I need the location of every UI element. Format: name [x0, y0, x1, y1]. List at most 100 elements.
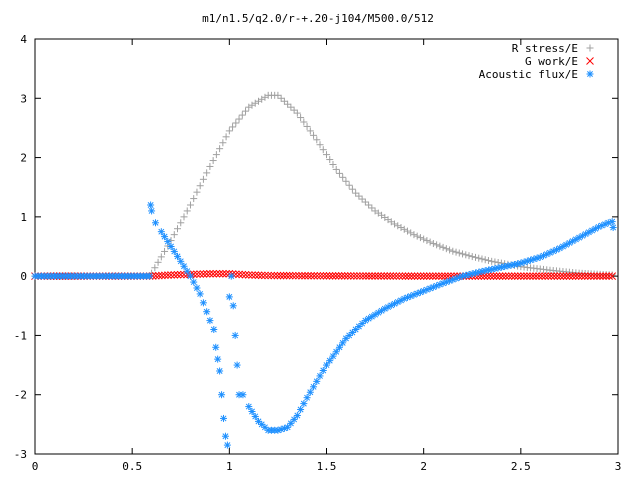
x-tick-label: 1 — [226, 460, 233, 473]
point — [440, 280, 447, 287]
point — [151, 271, 160, 280]
point — [343, 272, 352, 280]
point — [152, 219, 159, 226]
point — [328, 272, 337, 280]
point — [329, 353, 336, 360]
point — [202, 270, 211, 278]
point — [516, 272, 525, 280]
point — [287, 420, 294, 427]
point — [590, 272, 598, 280]
point — [228, 273, 235, 280]
point — [333, 348, 340, 355]
point — [389, 272, 398, 280]
point — [574, 272, 583, 280]
point — [148, 207, 155, 214]
point — [209, 269, 217, 278]
point — [425, 272, 434, 280]
legend-label: Acoustic flux/E — [479, 68, 578, 81]
point — [284, 424, 291, 431]
point — [222, 433, 229, 440]
point — [161, 233, 168, 240]
y-tick-label: -3 — [14, 448, 27, 461]
point — [254, 271, 263, 280]
point — [580, 272, 589, 280]
point — [291, 416, 298, 423]
point — [170, 271, 179, 279]
y-tick-label: -2 — [14, 389, 27, 402]
point — [571, 272, 580, 280]
point — [307, 389, 314, 396]
point — [288, 271, 297, 280]
point — [356, 272, 364, 280]
point — [534, 255, 541, 262]
point — [529, 272, 537, 280]
point — [568, 272, 577, 280]
point — [252, 413, 259, 420]
point — [410, 272, 419, 280]
x-tick-label: 2.5 — [511, 460, 531, 473]
point — [331, 272, 340, 280]
point — [365, 272, 373, 280]
series-marks — [31, 91, 617, 449]
point — [313, 378, 320, 385]
point — [317, 372, 324, 379]
point — [513, 272, 522, 280]
series-0 — [31, 91, 616, 280]
plot-frame — [34, 38, 619, 455]
point — [215, 269, 224, 278]
point — [206, 269, 214, 278]
point — [547, 272, 556, 280]
point — [187, 273, 194, 280]
point — [230, 302, 237, 309]
point — [349, 272, 358, 280]
point — [261, 424, 268, 431]
point — [587, 71, 593, 77]
legend-marker — [586, 57, 594, 65]
point — [181, 263, 187, 270]
point — [492, 272, 501, 280]
point — [226, 293, 233, 300]
point — [325, 272, 334, 280]
point — [167, 271, 175, 279]
point — [245, 403, 252, 410]
y-tick-label: 4 — [20, 33, 27, 46]
point — [171, 248, 178, 255]
point — [520, 272, 528, 280]
point — [526, 272, 534, 280]
point — [238, 270, 247, 279]
point — [510, 272, 519, 280]
point — [340, 272, 349, 280]
point — [310, 383, 317, 390]
point — [444, 272, 452, 280]
point — [300, 400, 307, 407]
point — [193, 285, 200, 291]
point — [295, 271, 303, 280]
point — [212, 344, 219, 351]
point — [456, 274, 463, 281]
point — [177, 258, 184, 265]
point — [261, 271, 269, 280]
point — [234, 362, 241, 369]
point — [605, 219, 612, 226]
point — [336, 344, 343, 351]
point — [161, 271, 169, 280]
legend-label: G work/E — [525, 55, 578, 68]
legend-label: R stress/E — [512, 42, 578, 55]
point — [222, 269, 230, 278]
legend-marker — [586, 70, 594, 78]
chart-title: m1/n1.5/q2.0/r-+.20-j104/M500.0/512 — [202, 12, 434, 25]
point — [431, 272, 440, 280]
y-tick-label: 1 — [20, 211, 27, 224]
point — [248, 271, 256, 279]
point — [398, 272, 407, 280]
point — [386, 272, 395, 280]
point — [449, 276, 456, 283]
point — [404, 272, 413, 280]
point — [419, 272, 428, 280]
point — [190, 279, 197, 286]
point — [278, 426, 285, 433]
series-2 — [31, 201, 617, 449]
point — [550, 272, 559, 280]
point — [210, 326, 217, 333]
point — [244, 271, 253, 279]
